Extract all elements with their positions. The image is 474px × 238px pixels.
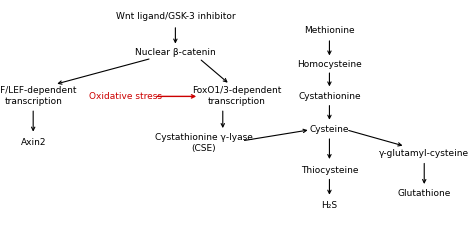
Text: Nuclear β-catenin: Nuclear β-catenin: [135, 48, 216, 57]
Text: Wnt ligand/GSK-3 inhibitor: Wnt ligand/GSK-3 inhibitor: [116, 12, 235, 21]
Text: Thiocysteine: Thiocysteine: [301, 166, 358, 175]
Text: FoxO1/3-dependent
transcription: FoxO1/3-dependent transcription: [192, 86, 282, 106]
Text: Methionine: Methionine: [304, 26, 355, 35]
Text: H₂S: H₂S: [321, 201, 337, 210]
Text: Axin2: Axin2: [20, 138, 46, 147]
Text: TCF/LEF-dependent
transcription: TCF/LEF-dependent transcription: [0, 86, 77, 106]
Text: Glutathione: Glutathione: [398, 189, 451, 198]
Text: Cystathionine γ-lyase
(CSE): Cystathionine γ-lyase (CSE): [155, 133, 253, 153]
Text: Cystathionine: Cystathionine: [298, 92, 361, 101]
Text: Oxidative stress: Oxidative stress: [89, 92, 162, 101]
Text: γ-glutamyl-cysteine: γ-glutamyl-cysteine: [379, 149, 469, 158]
Text: Homocysteine: Homocysteine: [297, 60, 362, 69]
Text: Cysteine: Cysteine: [310, 125, 349, 134]
